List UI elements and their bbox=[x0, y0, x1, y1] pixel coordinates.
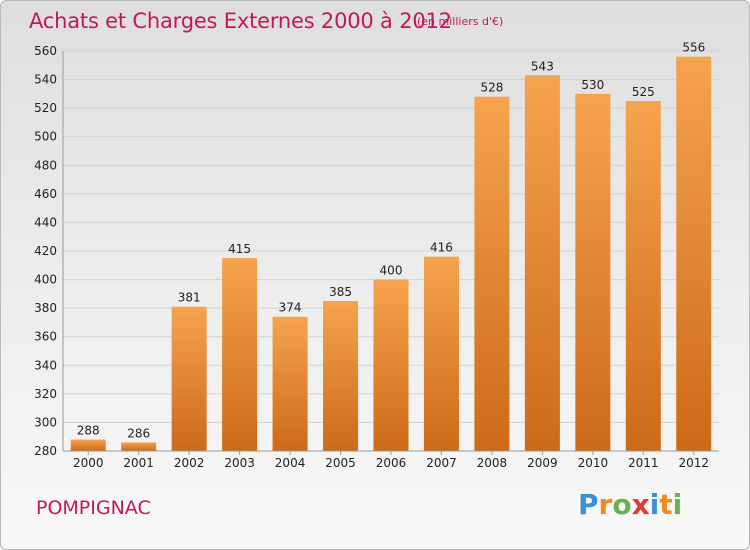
y-tick-label: 500 bbox=[34, 130, 57, 144]
y-tick-label: 360 bbox=[34, 330, 57, 344]
brand-letter: o bbox=[612, 488, 632, 521]
data-label: 415 bbox=[228, 242, 251, 256]
bar bbox=[423, 256, 459, 451]
bar bbox=[222, 258, 258, 451]
data-label: 416 bbox=[430, 241, 453, 255]
x-tick-label: 2002 bbox=[174, 456, 205, 470]
y-tick-label: 440 bbox=[34, 215, 57, 229]
data-label: 385 bbox=[329, 285, 352, 299]
bar bbox=[171, 306, 207, 451]
x-tick-label: 2004 bbox=[275, 456, 306, 470]
y-tick-label: 320 bbox=[34, 387, 57, 401]
brand-letter: x bbox=[631, 488, 650, 521]
data-label: 525 bbox=[632, 85, 655, 99]
y-tick-label: 560 bbox=[34, 44, 57, 58]
bar bbox=[625, 101, 661, 451]
bar bbox=[474, 96, 510, 451]
x-tick-label: 2009 bbox=[527, 456, 558, 470]
y-tick-label: 400 bbox=[34, 273, 57, 287]
data-label: 400 bbox=[380, 264, 403, 278]
bar bbox=[272, 316, 308, 451]
y-tick-label: 300 bbox=[34, 415, 57, 429]
data-label: 286 bbox=[127, 426, 150, 440]
x-tick-label: 2010 bbox=[578, 456, 609, 470]
bar bbox=[524, 75, 560, 452]
y-tick-label: 280 bbox=[34, 444, 57, 458]
brand-letter: r bbox=[598, 488, 613, 521]
axis-layer: 280 300 320 340 360 380 400 420 440 460 480 500 520 5… bbox=[34, 44, 719, 470]
y-tick-label: 520 bbox=[34, 101, 57, 115]
x-tick-label: 2000 bbox=[73, 456, 104, 470]
y-tick-label: 340 bbox=[34, 358, 57, 372]
brand-letter: t bbox=[659, 488, 673, 521]
data-label: 556 bbox=[682, 41, 705, 55]
data-label: 381 bbox=[178, 291, 201, 305]
x-tick-label: 2011 bbox=[628, 456, 659, 470]
chart-subtitle: (en milliers d'€) bbox=[417, 15, 504, 28]
x-tick-label: 2001 bbox=[123, 456, 154, 470]
brand-letter: P bbox=[578, 488, 599, 521]
labels-layer: 288 286 381 415 374 385 400 416 528 543 530 525 556 bbox=[77, 41, 705, 441]
y-tick-label: 460 bbox=[34, 187, 57, 201]
data-label: 530 bbox=[581, 78, 604, 92]
y-tick-label: 420 bbox=[34, 244, 57, 258]
bar bbox=[121, 442, 157, 451]
bar bbox=[575, 93, 611, 451]
brand-logo[interactable]: Proxiti bbox=[578, 488, 682, 521]
bar bbox=[373, 279, 409, 451]
data-label: 374 bbox=[279, 301, 302, 315]
bar bbox=[676, 56, 712, 451]
bar bbox=[70, 439, 106, 451]
brand-letter: i bbox=[672, 488, 683, 521]
commune-name: POMPIGNAC bbox=[36, 497, 151, 519]
x-tick-label: 2008 bbox=[477, 456, 508, 470]
data-label: 543 bbox=[531, 59, 554, 73]
bar bbox=[323, 301, 359, 451]
x-tick-label: 2006 bbox=[376, 456, 407, 470]
data-label: 528 bbox=[480, 81, 503, 95]
x-tick-label: 2012 bbox=[678, 456, 709, 470]
y-tick-label: 540 bbox=[34, 73, 57, 87]
bars-layer bbox=[70, 56, 712, 452]
x-tick-label: 2003 bbox=[224, 456, 255, 470]
y-tick-label: 380 bbox=[34, 301, 57, 315]
x-tick-label: 2007 bbox=[426, 456, 457, 470]
y-tick-label: 480 bbox=[34, 158, 57, 172]
data-label: 288 bbox=[77, 424, 100, 438]
x-tick-label: 2005 bbox=[325, 456, 356, 470]
brand-letter: i bbox=[649, 488, 660, 521]
chart-title: Achats et Charges Externes 2000 à 2012 bbox=[29, 9, 452, 33]
